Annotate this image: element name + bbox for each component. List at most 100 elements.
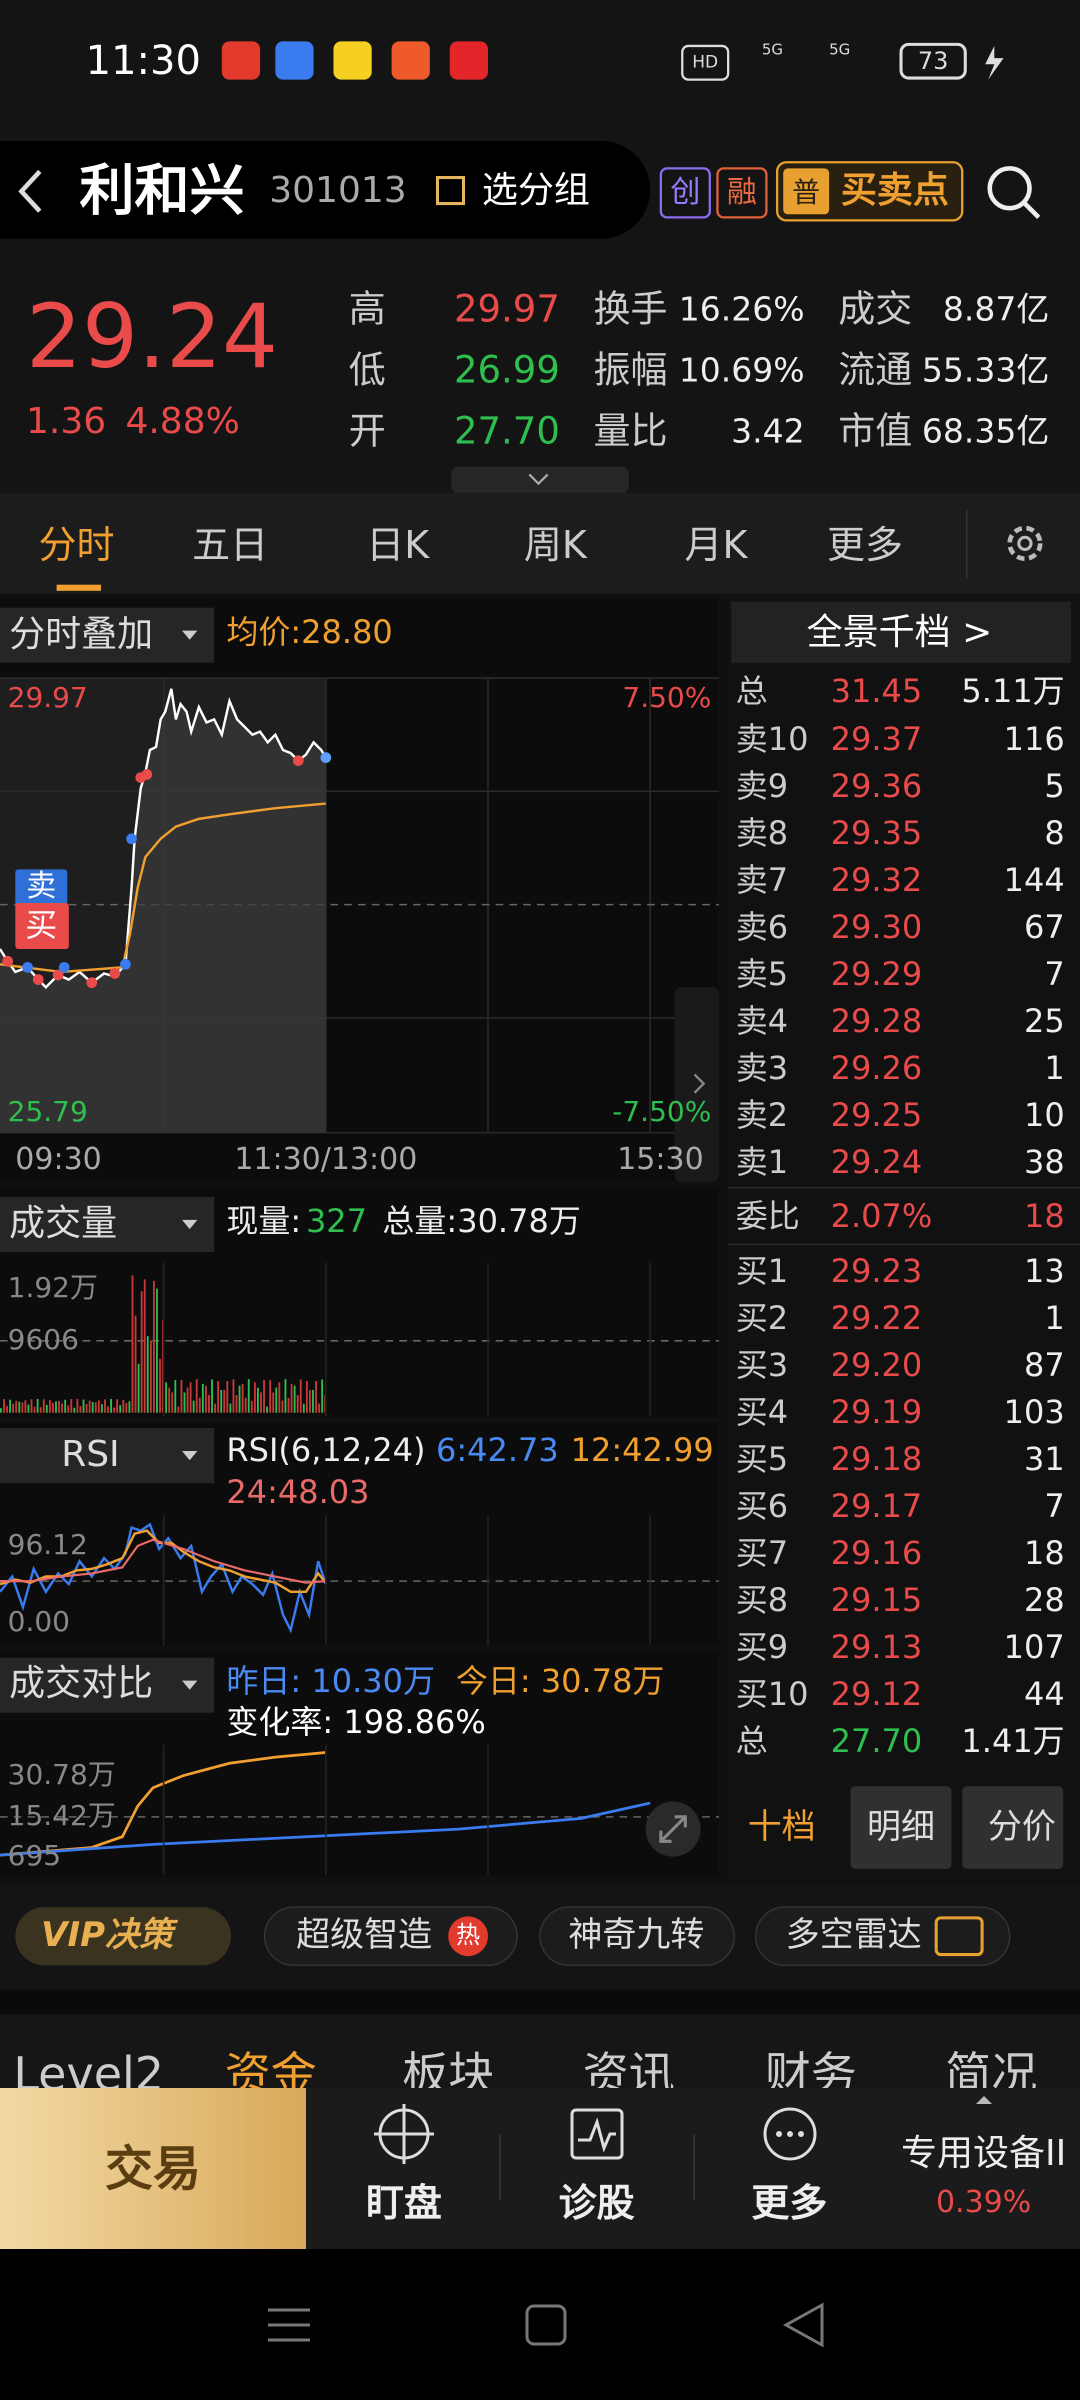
dropdown[interactable] [0,607,215,663]
volume-bar [305,1381,308,1413]
change-pct: 4.88% [125,401,240,443]
volume-bar [42,1399,45,1413]
volume-bar [180,1380,183,1413]
stat-label: 市值 [838,409,913,453]
system-nav [0,2249,1080,2400]
book-tab[interactable]: 明细 [867,1806,936,1847]
dropdown[interactable] [0,1428,215,1484]
nav-item[interactable]: 更多 [751,2180,828,2225]
stock-code: 301013 [269,170,407,212]
volume-bar [244,1397,247,1413]
tool-button[interactable]: 超级智造 [296,1915,433,1956]
stat-value: 27.70 [453,409,560,453]
back-icon[interactable] [18,169,42,213]
level-price: 29.35 [830,813,923,852]
nav-item[interactable]: 诊股 [558,2180,635,2225]
expand-handle[interactable] [451,466,629,493]
level-volume: 103 [1003,1393,1065,1432]
volume-bar [192,1400,195,1413]
stat-value: 10.69% [678,350,805,390]
level-price: 29.32 [830,860,923,899]
stat-label: 换手 [593,287,668,331]
indicator-dropdown[interactable]: 成交量 [9,1202,118,1244]
level-volume: 1 [1044,1048,1065,1087]
volume-bar [48,1400,51,1413]
level-label: 卖10 [735,719,809,758]
tool-pill[interactable] [539,1906,736,1967]
group-button[interactable]: 选分组 [481,170,590,212]
sector-name[interactable]: 专用设备II [901,2132,1067,2174]
tab-box[interactable] [850,1786,952,1869]
ratio-value: 2.07% [830,1197,933,1236]
tool-button[interactable]: 多空雷达 [785,1915,922,1956]
book-tab[interactable]: 十档 [747,1806,816,1847]
overlay-dropdown[interactable]: 分时叠加 [9,613,154,655]
side-handle[interactable] [674,987,719,1182]
search-icon[interactable] [987,166,1032,211]
stat-value: 26.99 [453,348,560,392]
settings-icon[interactable] [1007,525,1043,561]
volume-bar [128,1401,131,1413]
volume-bar [36,1398,39,1413]
signal-label: 买卖点 [840,170,949,212]
indicator-dropdown[interactable]: RSI [61,1433,120,1475]
level-label: 买8 [735,1580,789,1619]
level-label: 卖6 [735,907,789,946]
level-volume: 116 [1003,719,1065,758]
radar-icon [934,1916,984,1957]
stat-label: 开 [348,409,386,453]
tab[interactable]: 日K [366,522,430,567]
level-volume: 38 [1023,1142,1065,1181]
tool-pill[interactable] [263,1906,518,1967]
vip-button[interactable]: VIP决策 [41,1915,174,1956]
level-volume: 18 [1023,1533,1065,1572]
tab[interactable]: 五日 [192,522,269,567]
buy-tag-bg [15,903,69,949]
level-price: 29.15 [830,1580,923,1619]
level-volume: 25 [1023,1001,1065,1040]
level-volume: 1.41万 [961,1721,1065,1760]
vip-pill[interactable] [15,1907,231,1966]
volume-bar [27,1404,30,1413]
level-volume: 144 [1003,860,1065,899]
level-label: 买5 [735,1440,789,1479]
axis-label: 9606 [7,1323,79,1357]
order-book-bg [728,596,1080,1880]
app-icon [333,41,372,80]
level-volume: 7 [1044,1487,1065,1526]
level-label: 总 [735,1721,768,1760]
level-volume: 107 [1003,1627,1065,1666]
level-label: 买2 [735,1299,789,1338]
dropdown[interactable] [0,1196,215,1253]
tab-box[interactable] [962,1786,1064,1869]
tab[interactable]: 月K [684,522,748,567]
yesterday-line [0,1801,651,1857]
dropdown[interactable] [0,1657,215,1713]
level-volume: 87 [1023,1346,1065,1385]
order-book-title[interactable]: 全景千档 > [806,612,993,654]
sell-tag-bg [15,869,68,907]
tool-button[interactable]: 神奇九转 [568,1915,705,1956]
tab[interactable]: 周K [523,522,587,567]
book-tab[interactable]: 分价 [987,1806,1056,1847]
hot-badge [448,1916,488,1957]
level-price: 29.37 [830,719,923,758]
volume-bar [45,1404,48,1413]
indicator-dropdown[interactable]: 成交对比 [9,1663,154,1705]
value: 今日: 30.78万 [455,1662,665,1701]
volume-bar [67,1405,70,1413]
tab[interactable]: 分时 [38,522,115,567]
trade-label[interactable]: 交易 [104,2141,201,2198]
stock-name: 利和兴 [79,158,245,223]
stat-value: 16.26% [678,289,805,329]
level-price: 29.12 [830,1674,923,1713]
trade-button[interactable] [0,2088,306,2249]
level-label: 卖5 [735,954,789,993]
tab[interactable]: 更多 [826,522,903,567]
tool-pill[interactable] [754,1906,1011,1967]
hd-icon [681,44,730,81]
stat-label: 低 [348,348,386,392]
volume-bar [195,1379,198,1413]
nav-item[interactable]: 盯盘 [365,2180,442,2225]
